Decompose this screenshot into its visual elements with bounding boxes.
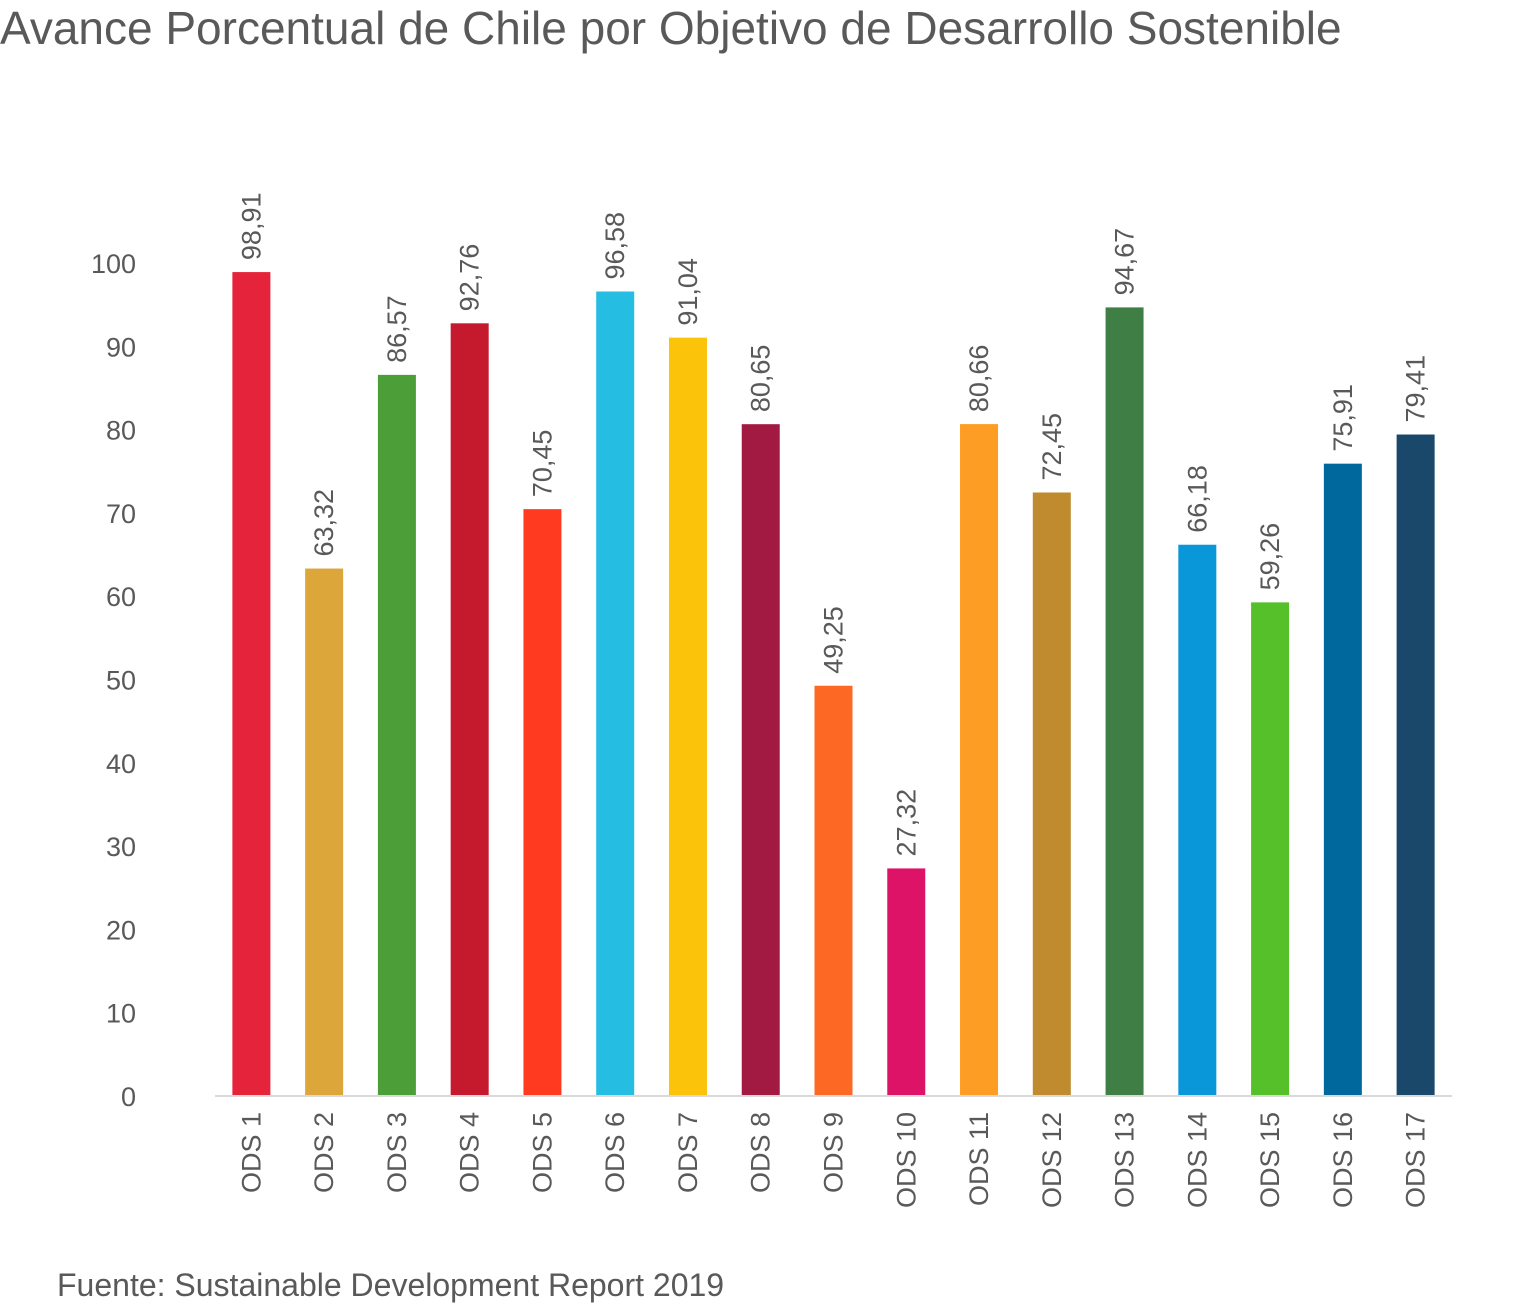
data-labels: 98,91 63,32 86,57 92,76 70,45 96,58 91,04 80,65…: [236, 193, 1430, 857]
y-tick-label: 40: [106, 749, 136, 779]
y-tick-label: 90: [106, 332, 136, 362]
category-label: ODS 15: [1255, 1112, 1285, 1208]
data-label: 59,26: [1255, 523, 1285, 591]
data-label: 94,67: [1110, 228, 1140, 296]
category-label: ODS 1: [236, 1112, 266, 1193]
data-label: 75,91: [1328, 384, 1358, 452]
category-label: ODS 6: [600, 1112, 630, 1193]
data-label: 27,32: [891, 789, 921, 857]
y-tick-label: 30: [106, 832, 136, 862]
category-label: ODS 11: [964, 1112, 994, 1206]
bar: [1396, 434, 1435, 1096]
y-tick-label: 70: [106, 499, 136, 529]
y-tick-label: 80: [106, 416, 136, 446]
bar: [377, 374, 416, 1096]
category-label: ODS 17: [1401, 1112, 1431, 1208]
bar: [450, 323, 489, 1096]
category-label: ODS 8: [746, 1112, 776, 1193]
y-axis-ticks: 0 10 20 30 40 50 60 70 80 90 100: [91, 249, 136, 1112]
data-label: 79,41: [1401, 355, 1431, 423]
category-label: ODS 4: [455, 1112, 485, 1193]
data-label: 98,91: [236, 193, 266, 261]
category-label: ODS 14: [1182, 1112, 1212, 1208]
source-note: Fuente: Sustainable Development Report 2…: [57, 1267, 725, 1303]
data-label: 66,18: [1182, 465, 1212, 533]
y-tick-label: 20: [106, 915, 136, 945]
bar: [232, 272, 271, 1096]
data-label: 72,45: [1037, 413, 1067, 481]
bar: [668, 337, 707, 1096]
y-tick-label: 60: [106, 582, 136, 612]
bar: [1105, 307, 1144, 1096]
y-tick-label: 50: [106, 666, 136, 696]
bar: [1032, 492, 1071, 1097]
category-label: ODS 9: [819, 1112, 849, 1193]
bar: [814, 685, 853, 1096]
bar: [305, 568, 344, 1096]
bar: [1251, 602, 1290, 1096]
data-label: 86,57: [382, 295, 412, 363]
category-label: ODS 3: [382, 1112, 412, 1193]
data-label: 49,25: [819, 606, 849, 674]
chart-title: Avance Porcentual de Chile por Objetivo …: [0, 2, 1342, 54]
category-label: ODS 5: [527, 1112, 557, 1193]
data-label: 80,65: [746, 345, 776, 413]
bar: [523, 509, 562, 1096]
data-label: 91,04: [673, 258, 703, 326]
x-axis-labels: ODS 1 ODS 2 ODS 3 ODS 4 ODS 5 ODS 6 ODS 7 ODS 8…: [236, 1112, 1430, 1208]
data-label: 80,66: [964, 345, 994, 413]
bar: [596, 291, 635, 1096]
category-label: ODS 10: [891, 1112, 921, 1208]
data-label: 96,58: [600, 212, 630, 280]
category-label: ODS 13: [1110, 1112, 1140, 1208]
bars: [232, 272, 1435, 1097]
category-label: ODS 2: [309, 1112, 339, 1193]
data-label: 92,76: [455, 244, 485, 312]
data-label: 70,45: [527, 430, 557, 498]
category-label: ODS 16: [1328, 1112, 1358, 1208]
y-tick-label: 10: [106, 999, 136, 1029]
bar: [960, 424, 999, 1097]
bar: [741, 424, 780, 1096]
y-tick-label: 100: [91, 249, 136, 279]
category-label: ODS 12: [1037, 1112, 1067, 1208]
bar: [1323, 463, 1362, 1097]
data-label: 63,32: [309, 489, 339, 557]
y-tick-label: 0: [121, 1082, 136, 1112]
category-label: ODS 7: [673, 1112, 703, 1193]
bar: [887, 868, 926, 1096]
bar: [1178, 544, 1217, 1096]
